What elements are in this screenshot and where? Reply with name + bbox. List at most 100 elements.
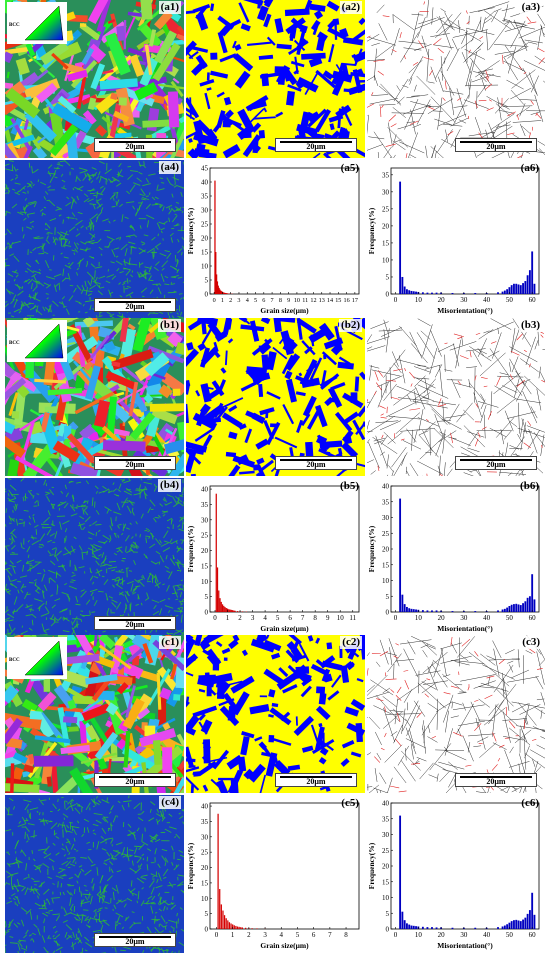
histogram-bar <box>408 924 411 929</box>
histogram-bar <box>415 291 417 294</box>
map-panel-kam: (c4) 20μm <box>5 795 184 953</box>
histogram-bar <box>226 293 229 294</box>
x-axis-label: Misorientation(°) <box>437 624 493 633</box>
histogram-bar <box>218 287 220 294</box>
x-tick-label: 60 <box>529 931 537 939</box>
y-tick-label: 10 <box>201 263 209 271</box>
scale-bar-label: 20μm <box>125 142 145 151</box>
y-tick-label: 35 <box>201 193 209 201</box>
histogram-bar <box>234 610 236 612</box>
y-axis-label: Frequency(%) <box>186 842 195 889</box>
histogram-bar <box>501 609 504 612</box>
histogram-a5: 0 5 10 15 20 25 30 35 40 45 0 1 2 3 4 5 6 7 8 9 10 11 12 13 14 15… <box>186 160 365 318</box>
scale-bar: 20μm <box>455 138 537 152</box>
panel-label: (a4) <box>158 161 181 174</box>
map-panel-ipf: BCC (b1) 20μm <box>5 318 184 476</box>
histogram-bar <box>236 611 239 612</box>
y-tick-label: 15 <box>201 562 209 570</box>
x-tick-label: 13 <box>319 297 325 304</box>
histogram-bar <box>513 604 515 612</box>
x-tick-label: 6 <box>312 931 316 939</box>
histogram-b5: 0 5 10 15 20 25 30 35 40 0 1 2 3 4 5 6 7 8 9 10 11 Grain size… <box>186 478 365 636</box>
histogram-bar <box>435 292 438 294</box>
histogram-bar <box>217 813 219 929</box>
x-tick-label: 30 <box>460 614 468 622</box>
y-tick-label: 40 <box>201 179 209 187</box>
histogram-bar <box>401 276 404 294</box>
y-tick-label: 25 <box>201 532 209 540</box>
scale-bar-label: 20μm <box>486 777 506 786</box>
x-tick-label: 15 <box>335 297 341 304</box>
x-tick-label: 10 <box>415 296 423 304</box>
scale-bar-label: 20μm <box>125 620 145 629</box>
y-tick-label: 0 <box>386 609 390 617</box>
histogram-bar <box>528 596 531 612</box>
histogram-bar <box>426 610 429 612</box>
y-tick-label: 20 <box>382 546 390 554</box>
y-tick-label: 0 <box>205 609 209 617</box>
y-tick-label: 15 <box>382 878 390 886</box>
histogram-bar <box>508 606 511 612</box>
y-tick-label: 35 <box>382 815 390 823</box>
histogram-bar <box>435 927 438 929</box>
y-tick-label: 10 <box>382 894 390 902</box>
y-tick-label: 5 <box>386 273 390 281</box>
histogram-bar <box>451 927 454 929</box>
histogram-bar <box>216 281 219 294</box>
histogram-bar <box>228 609 230 612</box>
histogram-bar <box>519 285 522 294</box>
histogram-bar <box>517 604 520 612</box>
histogram-bar <box>225 293 228 294</box>
x-tick-label: 5 <box>254 297 257 304</box>
histogram-bar <box>236 926 239 929</box>
y-tick-label: 25 <box>201 221 209 229</box>
histogram-bar <box>410 608 413 612</box>
scale-bar: 20μm <box>94 298 176 312</box>
y-tick-label: 15 <box>382 239 390 247</box>
histogram-bar <box>531 574 534 612</box>
x-tick-label: 11 <box>349 614 356 622</box>
histogram-b6: 0 5 10 15 20 25 30 35 40 0 10 20 30 40 50 60 Misorientat… <box>367 478 545 636</box>
x-tick-label: 12 <box>310 297 316 304</box>
panel-label: (a2) <box>339 1 362 14</box>
scale-bar: 20μm <box>94 773 176 787</box>
histogram-bar <box>401 911 404 929</box>
ipf-key-label: BCC <box>9 658 20 663</box>
histogram-bar <box>515 919 518 929</box>
histogram-bar <box>474 611 477 612</box>
y-tick-label: 15 <box>382 561 390 569</box>
x-tick-label: 4 <box>280 931 284 939</box>
histogram-bar <box>519 921 522 929</box>
histogram-bar <box>232 924 234 929</box>
scale-bar-label: 20μm <box>306 460 326 469</box>
x-tick-label: 30 <box>460 931 468 939</box>
histogram-bar <box>222 910 224 929</box>
histogram-bar <box>221 604 224 612</box>
histogram-bar <box>431 610 433 612</box>
histogram-bar <box>218 590 220 612</box>
map-panel-boundary: (b3) 20μm <box>367 318 545 476</box>
y-tick-label: 35 <box>201 501 209 509</box>
y-tick-label: 25 <box>201 849 209 857</box>
x-tick-label: 4 <box>246 297 249 304</box>
histogram-bar <box>524 917 527 929</box>
map-panel-phase: (a2) 20μm <box>186 0 365 158</box>
histogram-a6: 0 5 10 15 20 25 30 35 0 10 20 30 40 50 60 Misorientatio… <box>367 160 545 318</box>
histogram-bar <box>230 923 232 929</box>
y-tick-label: 25 <box>382 205 390 213</box>
y-axis-label: Frequency(%) <box>367 842 376 889</box>
x-tick-label: 10 <box>294 297 300 304</box>
x-tick-label: 6 <box>288 614 292 622</box>
histogram-bar <box>410 925 413 929</box>
y-tick-label: 5 <box>205 277 209 285</box>
panel-label: (a1) <box>158 1 181 14</box>
scale-bar-label: 20μm <box>125 302 145 311</box>
y-tick-label: 30 <box>382 188 390 196</box>
panel-label: (a3) <box>519 1 542 14</box>
panel-label: (b2) <box>339 319 362 332</box>
y-tick-label: 40 <box>382 800 390 808</box>
histogram-bar <box>215 493 217 612</box>
x-axis-label: Misorientation(°) <box>437 941 493 950</box>
x-tick-label: 60 <box>529 614 537 622</box>
histogram-bar <box>533 283 536 294</box>
